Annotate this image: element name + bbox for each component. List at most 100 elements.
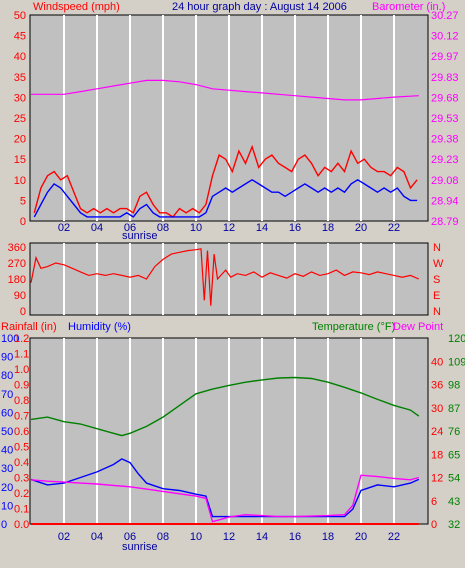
bottom-x-tick: 14 <box>256 531 268 543</box>
wind-x-tick: 06 <box>124 222 136 234</box>
wind-x-ticks: 02 04 06 08 10 12 14 16 18 20 22 <box>58 222 400 234</box>
direction-compass-tick: N <box>433 242 441 254</box>
barometer-tick: 30.12 <box>431 31 459 43</box>
direction-grid <box>63 243 395 315</box>
barometer-tick: 28.79 <box>431 216 459 228</box>
humidity-tick: 10 <box>1 500 13 512</box>
windspeed-tick: 15 <box>14 154 26 166</box>
temperature-f-tick: 109 <box>448 356 465 368</box>
wind-direction-line <box>30 248 420 306</box>
wind-x-tick: 12 <box>223 222 235 234</box>
barometer-tick: 29.38 <box>431 134 459 146</box>
temperature-c-tick: 18 <box>431 449 443 461</box>
bottom-x-tick: 04 <box>91 531 103 543</box>
barometer-tick: 29.68 <box>431 92 459 104</box>
dewpoint-axis-label: Dew Point <box>393 321 443 333</box>
wind-x-tick: 20 <box>355 222 367 234</box>
wind-x-tick: 18 <box>322 222 334 234</box>
bottom-x-tick: 08 <box>157 531 169 543</box>
temperature-c-tick: 0 <box>431 519 437 531</box>
temperature-c-tick: 12 <box>431 473 443 485</box>
bottom-x-ticks: 02 04 06 08 10 12 14 16 18 20 22 <box>58 531 400 543</box>
humidity-line <box>30 458 420 518</box>
graph-title: 24 hour graph day : August 14 2006 <box>172 1 347 13</box>
wind-x-tick: 14 <box>256 222 268 234</box>
barometer-axis-label: Barometer (in.) <box>372 1 445 13</box>
temperature-f-tick: 43 <box>448 496 460 508</box>
windspeed-tick: 50 <box>14 10 26 22</box>
humidity-tick: 80 <box>1 370 13 382</box>
temperature-f-tick: 76 <box>448 426 460 438</box>
wind-x-tick: 16 <box>289 222 301 234</box>
direction-compass-tick: E <box>433 290 440 302</box>
bottom-x-tick: 22 <box>388 531 400 543</box>
rainfall-tick: 0.7 <box>14 411 29 423</box>
bottom-x-tick: 18 <box>322 531 334 543</box>
barometer-tick: 29.97 <box>431 51 459 63</box>
temperature-c-tick: 36 <box>431 380 443 392</box>
humidity-tick: 20 <box>1 482 13 494</box>
sunrise-label: sunrise <box>122 230 157 242</box>
humidity-tick: 60 <box>1 407 13 419</box>
direction-degree-tick: 270 <box>8 258 26 270</box>
bottom-x-tick: 12 <box>223 531 235 543</box>
direction-series <box>30 248 420 306</box>
humidity-tick: 70 <box>1 389 13 401</box>
windspeed-tick: 10 <box>14 175 26 187</box>
temperature-f-tick: 32 <box>448 519 460 531</box>
rainfall-tick: 1.2 <box>14 333 29 345</box>
windspeed-average-line <box>33 178 418 218</box>
humidity-tick: 30 <box>1 463 13 475</box>
direction-degree-tick: 360 <box>8 242 26 254</box>
temperature-c-tick: 6 <box>431 496 437 508</box>
direction-degree-tick: 0 <box>20 306 26 318</box>
barometer-line <box>31 79 419 101</box>
direction-degree-tick: 180 <box>8 274 26 286</box>
rainfall-tick: 0.6 <box>14 426 29 438</box>
rainfall-tick: 1.1 <box>14 349 29 361</box>
rainfall-tick: 0.4 <box>14 457 29 469</box>
bottom-x-tick: 06 <box>124 531 136 543</box>
rainfall-tick: 0.9 <box>14 380 29 392</box>
bottom-x-tick: 20 <box>355 531 367 543</box>
temperature-f-tick: 120 <box>448 333 465 345</box>
bottom-axis-ticks: 01020304050607080901000.00.10.20.30.40.5… <box>1 333 465 531</box>
temperature-f-tick: 87 <box>448 403 460 415</box>
bottom-series <box>30 376 420 525</box>
windspeed-tick: 30 <box>14 92 26 104</box>
direction-degree-tick: 90 <box>14 290 26 302</box>
humidity-tick: 50 <box>1 426 13 438</box>
bottom-grid <box>63 338 395 524</box>
rainfall-tick: 0.3 <box>14 473 29 485</box>
direction-degree-ticks: 360 270 180 90 0 <box>8 242 26 318</box>
rainfall-tick: 1.0 <box>14 364 29 376</box>
wind-x-tick: 10 <box>190 222 202 234</box>
temperature-c-tick: 30 <box>431 403 443 415</box>
wind-x-tick: 02 <box>58 222 70 234</box>
wind-x-tick: 08 <box>157 222 169 234</box>
dewpoint-line <box>30 474 419 523</box>
rainfall-tick: 0.8 <box>14 395 29 407</box>
windspeed-tick: 45 <box>14 31 26 43</box>
rainfall-tick: 0.5 <box>14 442 29 454</box>
windspeed-tick: 5 <box>20 195 26 207</box>
windspeed-tick: 35 <box>14 72 26 84</box>
temperature-f-tick: 54 <box>448 473 460 485</box>
bottom-x-tick: 02 <box>58 531 70 543</box>
rainfall-tick: 0.0 <box>14 519 29 531</box>
temperature-c-tick: 40 <box>431 356 443 368</box>
bottom-x-tick: 16 <box>289 531 301 543</box>
barometer-ticks: 28.79 28.94 29.08 29.23 29.38 29.53 29.68 29.83… <box>431 10 459 228</box>
wind-series <box>31 79 419 218</box>
windspeed-tick: 20 <box>14 134 26 146</box>
barometer-tick: 29.83 <box>431 72 459 84</box>
humidity-tick: 90 <box>1 352 13 364</box>
temperature-axis-label: Temperature (°F) <box>312 321 395 333</box>
wind-x-tick: 04 <box>91 222 103 234</box>
temperature-f-tick: 98 <box>448 380 460 392</box>
windspeed-axis-label: Windspeed (mph) <box>33 1 120 13</box>
temperature-line <box>30 376 420 437</box>
